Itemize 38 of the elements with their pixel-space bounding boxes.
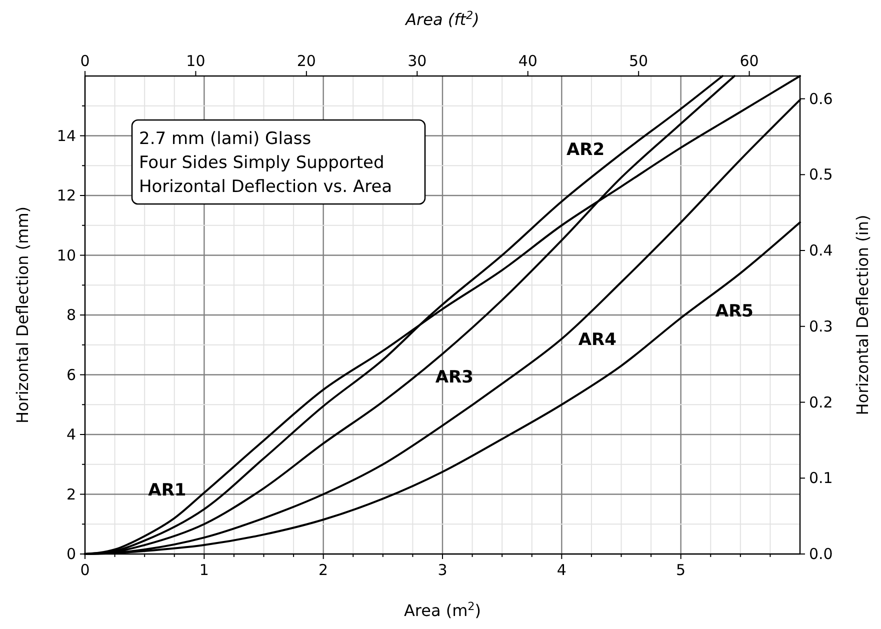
annotation: AR3 [435, 367, 474, 388]
y2-tick-label: 0.3 [809, 317, 833, 336]
y-tick-label: 2 [66, 485, 76, 504]
y-tick-label: 0 [66, 545, 76, 563]
y2-tick-label: 0.5 [809, 166, 833, 184]
y-tick-label: 6 [66, 366, 76, 384]
x2-tick-label: 40 [518, 52, 538, 70]
y-axis-title: Horizontal Deflection (mm) [13, 206, 32, 424]
x2-tick-label: 0 [80, 52, 90, 70]
x2-tick-label: 10 [186, 52, 206, 70]
x2-tick-label: 20 [296, 52, 316, 70]
x2-tick-label: 30 [408, 52, 427, 70]
annotation: AR5 [715, 302, 754, 322]
y-tick-label: 4 [66, 426, 76, 444]
y2-tick-label: 0.6 [809, 90, 833, 108]
x2-axis-title: Area (ft$^{2}$) [404, 8, 480, 29]
x-tick-label: 2 [318, 561, 328, 579]
x-axis-title: Area (m$^{2}$) [404, 600, 482, 620]
y-tick-label: 12 [56, 186, 76, 204]
y2-axis-title: Horizontal Deflection (in) [853, 214, 872, 416]
x-tick-label: 1 [199, 561, 209, 579]
y-tick-label: 8 [66, 306, 76, 324]
y2-tick-label: 0.2 [809, 393, 833, 412]
y2-tick-label: 0.0 [809, 545, 833, 563]
x2-tick-label: 50 [629, 52, 648, 70]
annotation: AR1 [148, 480, 186, 501]
x-tick-label: 4 [556, 561, 566, 579]
annotation: AR2 [566, 140, 605, 160]
y-tick-label: 14 [56, 126, 76, 145]
annotation: 2.7 mm (lami) Glass Four Sides Simply Supported Horizontal Deflection vs. Area [139, 129, 392, 197]
y-tick-label: 10 [56, 246, 76, 264]
annotation: AR4 [578, 330, 617, 350]
y2-tick-label: 0.1 [809, 469, 833, 488]
x2-tick-label: 60 [740, 52, 759, 70]
x-tick-label: 5 [676, 561, 686, 579]
y2-tick-label: 0.4 [809, 242, 833, 260]
x-tick-label: 3 [438, 561, 448, 579]
x-tick-label: 0 [80, 561, 90, 579]
